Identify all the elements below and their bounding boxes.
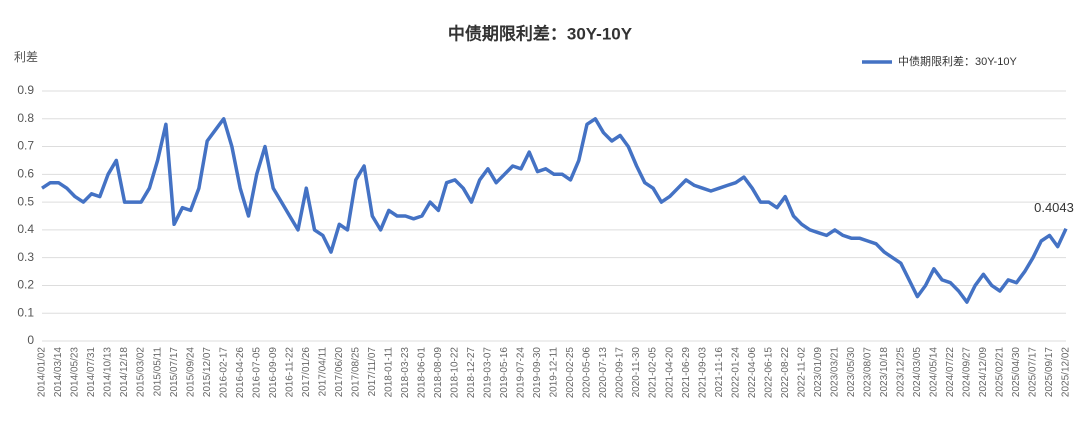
y-tick-label: 0.2 <box>17 278 34 292</box>
x-tick-label: 2018-10-22 <box>450 347 461 399</box>
x-tick-label: 2021-11-16 <box>714 347 725 398</box>
x-tick-label: 2015/03/02 <box>136 347 147 397</box>
x-tick-label: 2017/11/07 <box>367 347 378 397</box>
x-tick-label: 2022-06-15 <box>763 347 774 399</box>
x-tick-label: 2025/12/02 <box>1061 347 1072 397</box>
x-tick-label: 2021-04-20 <box>664 347 675 399</box>
x-tick-label: 2014/07/31 <box>86 347 97 397</box>
y-axis-title: 利差 <box>14 50 38 64</box>
x-tick-label: 2017/06/20 <box>334 347 345 397</box>
x-tick-label: 2021-06-29 <box>681 347 692 399</box>
x-tick-label: 2017/01/26 <box>301 347 312 397</box>
x-tick-label: 2020-02-25 <box>565 347 576 399</box>
y-tick-label: 0.9 <box>17 83 34 97</box>
x-tick-label: 2023/03/21 <box>829 347 840 397</box>
x-tick-label: 2015/12/07 <box>202 347 213 397</box>
x-tick-label: 2022-01-24 <box>730 347 741 399</box>
y-tick-label: 0.4 <box>17 222 34 236</box>
x-tick-label: 2022-04-06 <box>747 347 758 399</box>
x-tick-label: 2020-05-06 <box>582 347 593 399</box>
x-tick-label: 2015/05/11 <box>152 347 163 397</box>
x-tick-label: 2020-09-17 <box>615 347 626 399</box>
x-tick-label: 2024/07/22 <box>945 347 956 397</box>
x-tick-label: 2017/08/25 <box>350 347 361 397</box>
x-tick-label: 2020-11-30 <box>631 347 642 398</box>
x-tick-label: 2022-08-22 <box>780 347 791 399</box>
x-tick-label: 2014/01/02 <box>37 347 48 397</box>
x-tick-label: 2019-05-16 <box>499 347 510 399</box>
y-tick-label: 0.6 <box>17 167 34 181</box>
x-tick-label: 2025/04/30 <box>1011 347 1022 397</box>
annotation: 0.4043 <box>1034 200 1074 215</box>
y-tick-label: 0.8 <box>17 111 34 125</box>
x-tick-label: 2019-12-11 <box>549 347 560 398</box>
y-tick-label: 0.7 <box>17 139 34 153</box>
x-tick-label: 2024/05/14 <box>929 347 940 397</box>
x-tick-label: 2025/09/17 <box>1044 347 1055 397</box>
x-tick-label: 2019-09-30 <box>532 347 543 399</box>
x-tick-label: 2023/10/18 <box>879 347 890 397</box>
x-tick-label: 2016-09-09 <box>268 347 279 399</box>
x-tick-label: 2014/12/18 <box>119 347 130 397</box>
x-tick-label: 2025/02/21 <box>995 347 1006 397</box>
x-tick-label: 2018-03-23 <box>400 347 411 399</box>
x-tick-label: 2015/07/17 <box>169 347 180 397</box>
x-tick-label: 2023/08/07 <box>862 347 873 397</box>
x-tick-label: 2023/01/09 <box>813 347 824 397</box>
x-tick-label: 2024/12/09 <box>978 347 989 397</box>
x-tick-label: 2018-08-09 <box>433 347 444 399</box>
x-tick-label: 2014/10/13 <box>103 347 114 397</box>
x-tick-label: 2023/05/30 <box>846 347 857 397</box>
legend-label: 中债期限利差：30Y-10Y <box>898 54 1017 68</box>
x-tick-label: 2019-03-07 <box>483 347 494 399</box>
x-tick-label: 2018-12-27 <box>466 347 477 399</box>
y-tick-label: 0.3 <box>17 250 34 264</box>
x-tick-label: 2024/09/27 <box>962 347 973 397</box>
x-tick-label: 2018-06-01 <box>417 347 428 399</box>
data-line <box>41 117 1068 304</box>
x-tick-label: 2022-11-02 <box>796 347 807 398</box>
y-tick-label: 0.5 <box>17 194 34 208</box>
x-tick-label: 2021-09-03 <box>697 347 708 399</box>
x-tick-label: 2025/07/17 <box>1028 347 1039 397</box>
x-tick-label: 2020-07-13 <box>598 347 609 399</box>
y-tick-label: 0.1 <box>17 305 34 319</box>
x-tick-label: 2023/12/25 <box>895 347 906 397</box>
x-tick-label: 2016-04-26 <box>235 347 246 399</box>
x-tick-label: 2016-11-22 <box>284 347 295 398</box>
x-tick-label: 2016-02-17 <box>218 347 229 399</box>
x-tick-label: 2024/03/05 <box>912 347 923 397</box>
y-tick-label: 0 <box>27 333 34 347</box>
x-tick-label: 2019-07-24 <box>516 347 527 399</box>
x-tick-label: 2017/04/11 <box>317 347 328 397</box>
x-tick-label: 2014/05/23 <box>70 347 81 397</box>
x-tick-label: 2018-01-11 <box>383 347 394 398</box>
chart-title: 中债期限利差：30Y-10Y <box>448 23 633 43</box>
x-tick-label: 2021-02-05 <box>648 347 659 399</box>
x-tick-label: 2015/09/24 <box>185 347 196 397</box>
x-tick-label: 2016-07-05 <box>251 347 262 399</box>
x-tick-label: 2014/03/14 <box>53 347 64 397</box>
